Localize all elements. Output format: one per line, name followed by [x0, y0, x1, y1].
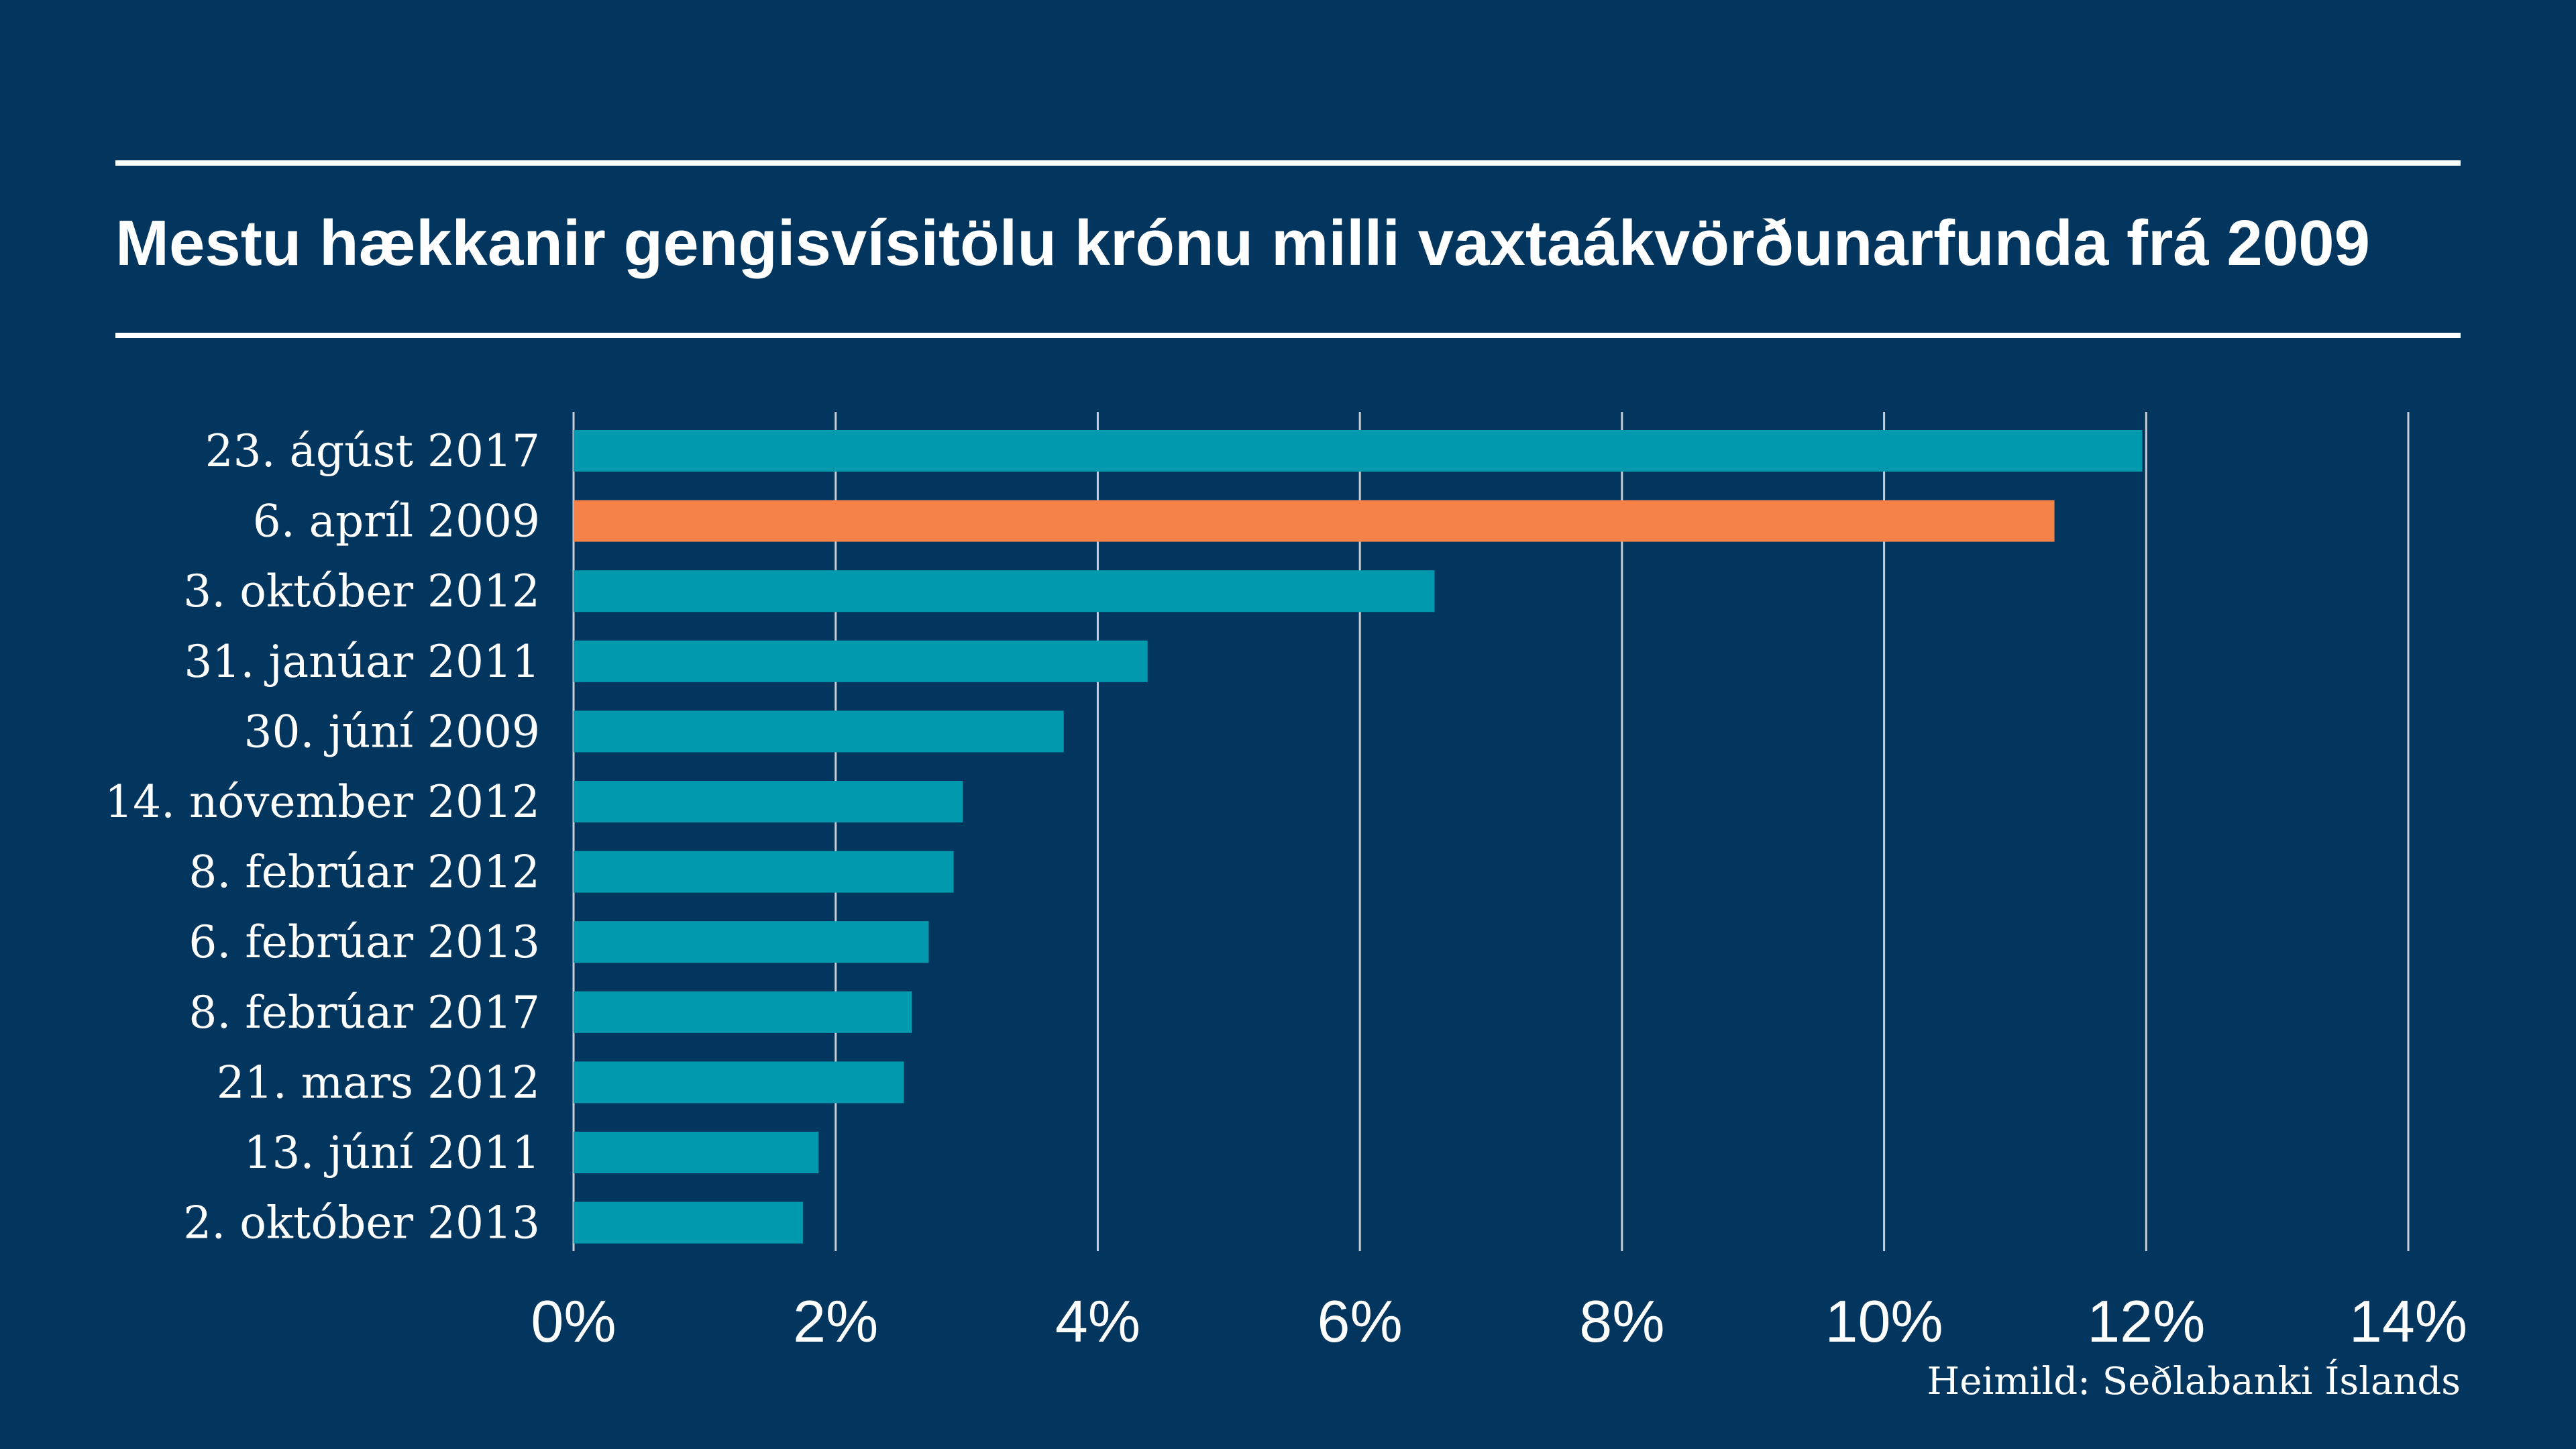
bars [574, 430, 2143, 1244]
category-label: 23. ágúst 2017 [205, 425, 540, 477]
x-tick-label: 12% [2087, 1288, 2205, 1354]
bar [574, 710, 1064, 753]
bar [574, 781, 963, 822]
category-label: 30. júní 2009 [244, 706, 540, 757]
bar [574, 921, 929, 963]
category-label: 13. júní 2011 [244, 1127, 540, 1179]
x-tick-label: 2% [793, 1288, 878, 1354]
bar [574, 1201, 803, 1244]
x-tick-label: 8% [1579, 1288, 1664, 1354]
category-label: 21. mars 2012 [217, 1057, 540, 1108]
gridlines [572, 412, 2410, 1251]
bar [574, 1061, 904, 1104]
title-rule-top [115, 160, 2461, 166]
bar [574, 430, 2143, 472]
category-label: 8. febrúar 2012 [189, 847, 540, 898]
x-tick-labels: 0% 2% 4% 6% 8% 10% 12% 14% [531, 1288, 2467, 1354]
category-label: 3. október 2012 [183, 566, 540, 617]
category-label: 14. nóvember 2012 [105, 776, 540, 828]
x-tick-label: 14% [2349, 1288, 2467, 1354]
bar [574, 640, 1148, 682]
bar [574, 851, 954, 893]
bar [574, 500, 2055, 542]
bar [574, 570, 1435, 612]
category-label: 8. febrúar 2017 [189, 987, 540, 1038]
category-label: 6. febrúar 2013 [189, 916, 540, 968]
category-label: 6. apríl 2009 [253, 496, 540, 547]
x-tick-label: 0% [531, 1288, 616, 1354]
source-note: Heimild: Seðlabanki Íslands [1927, 1360, 2461, 1403]
bar [574, 1132, 819, 1173]
bar [574, 991, 912, 1033]
chart-title: Mestu hækkanir gengisvísitölu krónu mill… [115, 207, 2370, 279]
category-label: 31. janúar 2011 [184, 636, 540, 688]
x-tick-label: 10% [1825, 1288, 1943, 1354]
category-label: 2. október 2013 [183, 1197, 540, 1249]
x-tick-label: 4% [1055, 1288, 1140, 1354]
x-tick-label: 6% [1318, 1288, 1403, 1354]
category-labels: 23. ágúst 2017 6. apríl 2009 3. október 20… [105, 425, 540, 1249]
title-rule-bottom [115, 333, 2461, 338]
